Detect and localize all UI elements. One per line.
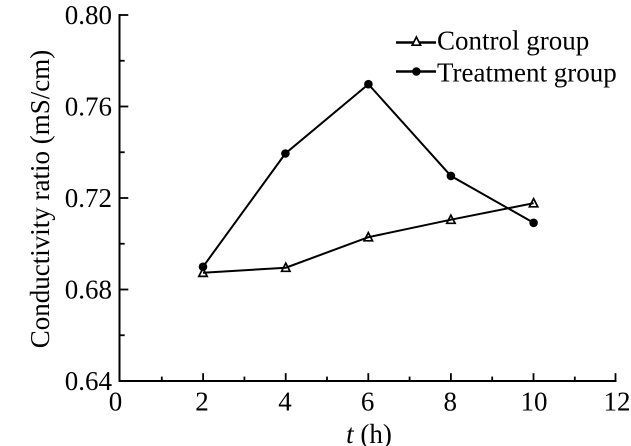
svg-text:0: 0 (109, 387, 123, 417)
svg-text:0.80: 0.80 (65, 0, 112, 30)
svg-text:10: 10 (521, 387, 548, 417)
svg-text:0.68: 0.68 (65, 275, 112, 305)
svg-text:2: 2 (195, 387, 209, 417)
svg-text:Conductivity ratio (mS/cm): Conductivity ratio (mS/cm) (25, 50, 55, 348)
svg-text:0.64: 0.64 (65, 366, 113, 396)
svg-text:8: 8 (443, 387, 457, 417)
svg-text:0.76: 0.76 (65, 92, 112, 122)
svg-text:6: 6 (361, 387, 375, 417)
svg-text:0.72: 0.72 (65, 183, 112, 213)
svg-text:t (h): t (h) (346, 419, 392, 446)
svg-text:Control group: Control group (437, 26, 589, 56)
svg-text:4: 4 (278, 387, 292, 417)
svg-text:12: 12 (604, 387, 631, 417)
svg-text:Treatment group: Treatment group (437, 57, 617, 87)
